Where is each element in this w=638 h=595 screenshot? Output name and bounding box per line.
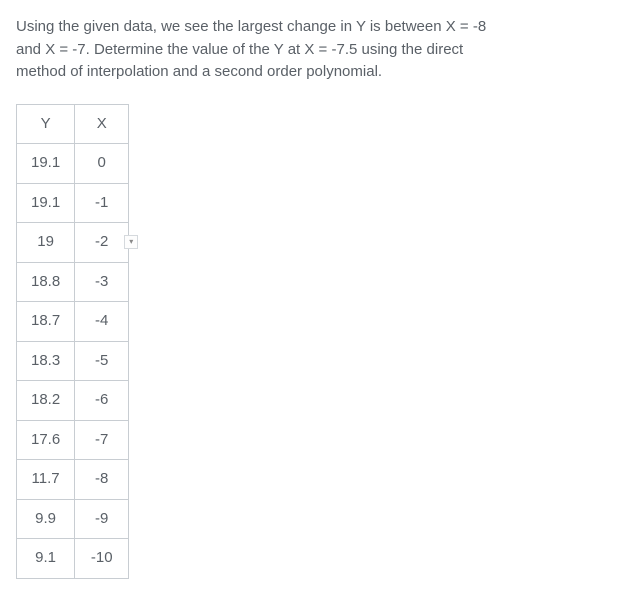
question-line-2: and X = -7. Determine the value of the Y… xyxy=(16,41,463,58)
table-cell: 17.6 xyxy=(17,420,75,460)
column-header-x: X xyxy=(75,104,129,144)
table-cell: -5 xyxy=(75,341,129,381)
table-cell: -2▾ xyxy=(75,223,129,263)
table-row: 19.10 xyxy=(17,144,129,184)
table-cell: 19 xyxy=(17,223,75,263)
chevron-down-icon[interactable]: ▾ xyxy=(124,235,138,249)
table-cell: 9.9 xyxy=(17,499,75,539)
table-cell: 18.3 xyxy=(17,341,75,381)
table-row: 18.7-4 xyxy=(17,302,129,342)
table-cell: -6 xyxy=(75,381,129,421)
table-cell: -8 xyxy=(75,460,129,500)
table-header-row: Y X xyxy=(17,104,129,144)
table-cell: -7 xyxy=(75,420,129,460)
table-cell: -10 xyxy=(75,539,129,579)
data-table: Y X 19.1019.1-119-2▾18.8-318.7-418.3-518… xyxy=(16,104,129,579)
table-cell: -9 xyxy=(75,499,129,539)
table-row: 19.1-1 xyxy=(17,183,129,223)
table-cell: -3 xyxy=(75,262,129,302)
table-row: 17.6-7 xyxy=(17,420,129,460)
table-cell: -1 xyxy=(75,183,129,223)
table-row: 9.1-10 xyxy=(17,539,129,579)
table-cell: 18.2 xyxy=(17,381,75,421)
table-cell: 11.7 xyxy=(17,460,75,500)
table-row: 9.9-9 xyxy=(17,499,129,539)
table-row: 11.7-8 xyxy=(17,460,129,500)
table-cell: 18.7 xyxy=(17,302,75,342)
table-row: 18.2-6 xyxy=(17,381,129,421)
question-text: Using the given data, we see the largest… xyxy=(16,16,622,84)
question-line-3: method of interpolation and a second ord… xyxy=(16,63,382,80)
table-row: 18.3-5 xyxy=(17,341,129,381)
question-line-1: Using the given data, we see the largest… xyxy=(16,18,486,35)
table-cell: 19.1 xyxy=(17,183,75,223)
table-cell: 9.1 xyxy=(17,539,75,579)
column-header-y: Y xyxy=(17,104,75,144)
table-cell: 18.8 xyxy=(17,262,75,302)
table-cell: -4 xyxy=(75,302,129,342)
table-row: 18.8-3 xyxy=(17,262,129,302)
table-cell: 19.1 xyxy=(17,144,75,184)
table-row: 19-2▾ xyxy=(17,223,129,263)
table-cell: 0 xyxy=(75,144,129,184)
